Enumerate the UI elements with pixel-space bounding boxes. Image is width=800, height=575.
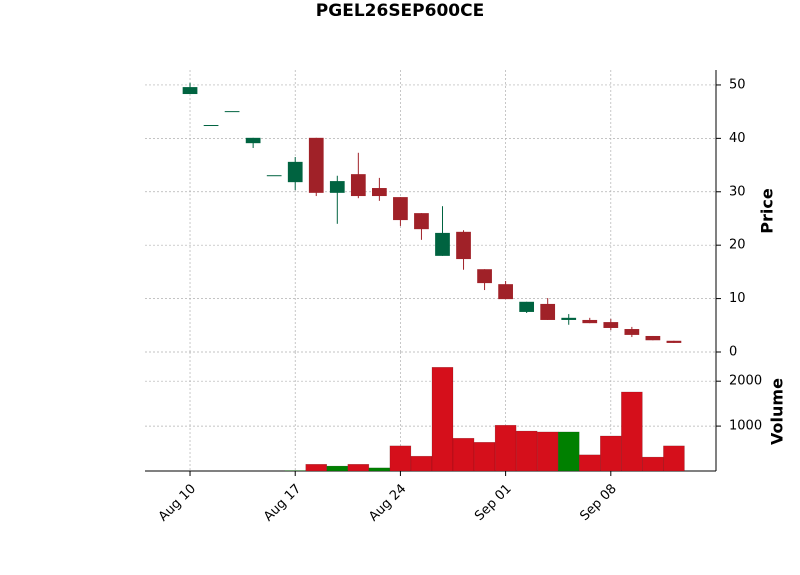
chart-title: PGEL26SEP600CE <box>316 1 484 21</box>
candle-body <box>582 319 598 324</box>
candle-body <box>624 329 640 335</box>
volume-bar <box>305 464 328 472</box>
candle-body <box>435 232 450 256</box>
candle-body <box>350 174 366 197</box>
volume-bar <box>347 464 370 472</box>
y-tick-label: 2000 <box>729 374 762 389</box>
volume-bar <box>389 445 412 472</box>
candle-body <box>287 161 303 183</box>
candle-body <box>182 87 198 95</box>
y-tick-label: 20 <box>729 238 746 253</box>
volume-bar <box>473 442 496 472</box>
volume-bar <box>578 454 601 472</box>
candle-body <box>456 231 471 260</box>
x-tick-label: Sep 08 <box>577 481 620 524</box>
x-tick-label: Aug 24 <box>366 481 409 524</box>
candle-body <box>393 197 408 221</box>
x-tick-label: Aug 10 <box>156 481 199 524</box>
volume-bar <box>600 435 622 472</box>
x-tick-label: Aug 17 <box>261 481 304 524</box>
candle-body <box>372 188 387 197</box>
candle-body <box>477 269 492 284</box>
volume-bar <box>431 367 454 472</box>
candle-body <box>308 137 324 193</box>
volume-bar <box>494 424 517 472</box>
y-axis-label: Price <box>758 188 777 234</box>
candle-body <box>224 111 240 113</box>
candle-body <box>498 284 513 300</box>
candle-body <box>561 317 577 320</box>
candle-body <box>414 213 429 230</box>
candle-body <box>519 301 535 312</box>
y-axis-label: Volume <box>768 378 787 445</box>
y-tick-label: 40 <box>729 131 746 146</box>
volume-bar <box>536 431 559 472</box>
volume-bar <box>663 445 685 472</box>
x-tick-label: Sep 01 <box>472 481 515 524</box>
candle-body <box>645 335 661 341</box>
volume-bar <box>368 467 391 472</box>
volume-bar <box>642 456 664 472</box>
candle-body <box>540 303 556 320</box>
volume-bar <box>621 391 643 472</box>
candle-body <box>666 340 682 343</box>
y-tick-label: 0 <box>729 345 737 360</box>
volume-bar <box>452 437 475 472</box>
volume-bar <box>326 465 349 472</box>
candle-body <box>266 175 282 177</box>
candle-body <box>203 125 219 127</box>
y-tick-label: 30 <box>729 184 746 199</box>
candle-body <box>245 137 261 144</box>
volume-bar <box>557 431 580 472</box>
volume-bar <box>515 430 538 472</box>
y-tick-label: 10 <box>729 291 746 306</box>
candle-body <box>329 181 345 193</box>
volume-bar <box>410 455 433 472</box>
candle-body <box>603 322 619 328</box>
y-tick-label: 1000 <box>729 419 762 434</box>
y-tick-label: 50 <box>729 77 746 92</box>
